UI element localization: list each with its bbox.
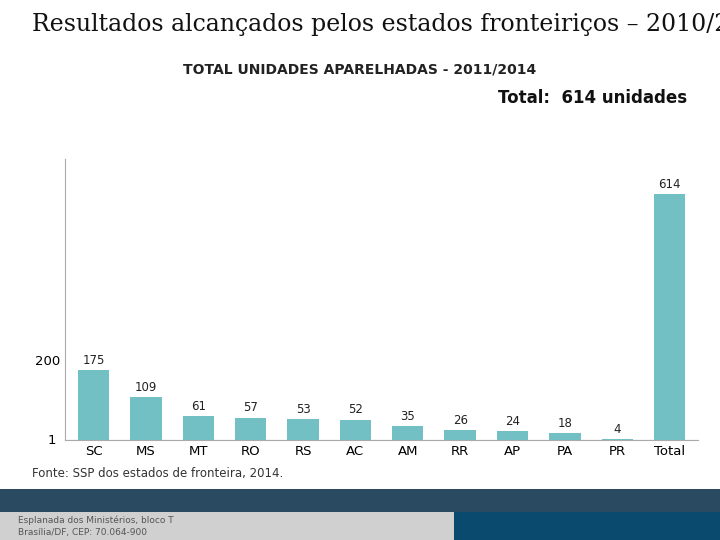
- Bar: [340, 420, 371, 441]
- Bar: [654, 194, 685, 441]
- Bar: [497, 431, 528, 441]
- Text: 18: 18: [557, 417, 572, 430]
- Bar: [287, 419, 319, 441]
- Bar: [0, 512, 454, 540]
- Text: Fonte: SSP dos estados de fronteira, 2014.: Fonte: SSP dos estados de fronteira, 201…: [32, 467, 284, 480]
- Text: 175: 175: [82, 354, 105, 367]
- Text: 1: 1: [48, 434, 56, 447]
- Text: Esplanada dos Ministérios, bloco T: Esplanada dos Ministérios, bloco T: [18, 516, 174, 525]
- Text: 52: 52: [348, 403, 363, 416]
- Bar: [392, 427, 423, 441]
- Text: 4: 4: [613, 423, 621, 436]
- Legend: Nº Unidades Aparelhadas: Nº Unidades Aparelhadas: [289, 496, 474, 509]
- Text: 24: 24: [505, 415, 520, 428]
- Bar: [183, 416, 214, 441]
- Text: 53: 53: [296, 403, 310, 416]
- Text: Brasília/DF, CEP: 70.064-900: Brasília/DF, CEP: 70.064-900: [18, 528, 147, 537]
- Text: 61: 61: [191, 400, 206, 413]
- Text: 109: 109: [135, 381, 157, 394]
- Bar: [444, 430, 476, 441]
- Bar: [454, 512, 720, 540]
- Text: 57: 57: [243, 401, 258, 414]
- Text: Resultados alcançados pelos estados fronteiriços – 2010/2015: Resultados alcançados pelos estados fron…: [32, 14, 720, 37]
- Bar: [235, 417, 266, 441]
- Bar: [130, 397, 162, 441]
- Bar: [601, 439, 633, 441]
- Text: Total:  614 unidades: Total: 614 unidades: [498, 89, 688, 107]
- Text: TOTAL UNIDADES APARELHADAS - 2011/2014: TOTAL UNIDADES APARELHADAS - 2011/2014: [184, 62, 536, 76]
- Text: 614: 614: [658, 178, 681, 191]
- Text: 26: 26: [453, 414, 468, 427]
- Text: 35: 35: [400, 410, 415, 423]
- Bar: [549, 433, 580, 441]
- Bar: [78, 370, 109, 441]
- Bar: [0, 489, 720, 512]
